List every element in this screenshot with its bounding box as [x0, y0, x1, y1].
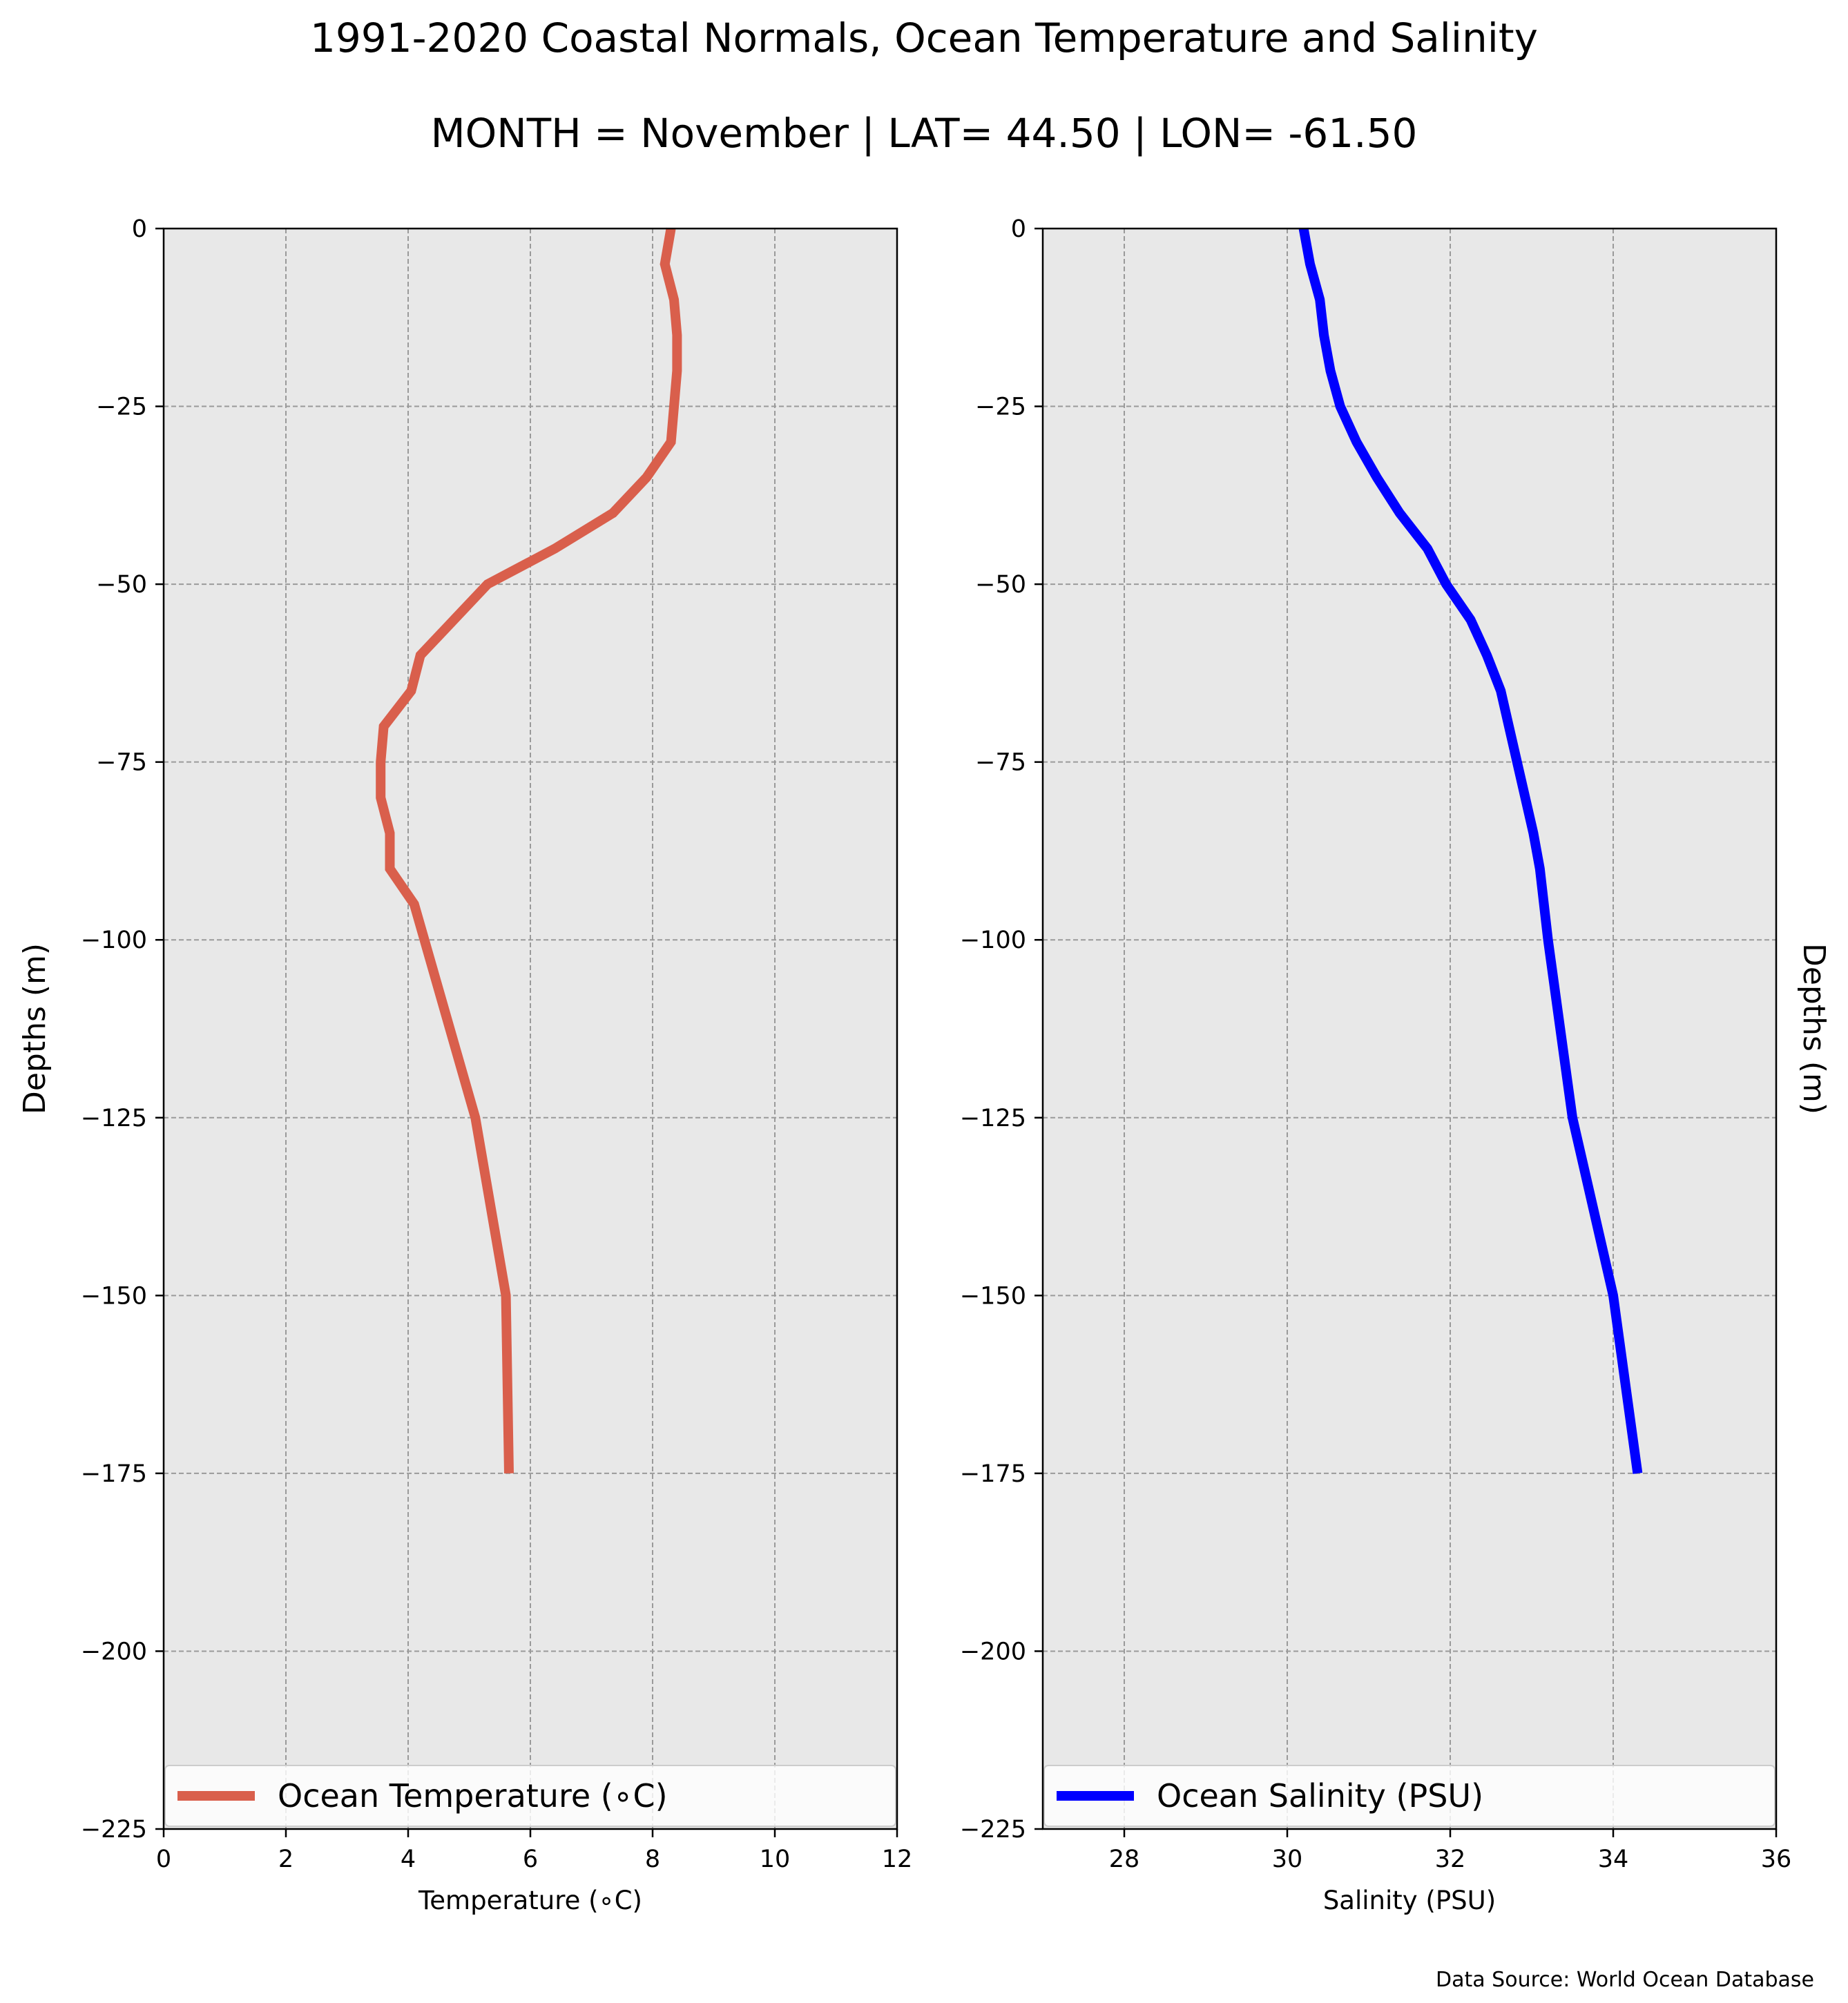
temperature-y-tick-label-7: −175: [81, 1460, 147, 1488]
temperature-y-tick-label-0: 0: [132, 215, 147, 243]
temperature-y-tick-label-3: −75: [96, 749, 147, 777]
salinity-legend-label: Ocean Salinity (PSU): [1157, 1777, 1483, 1815]
salinity-y-tick-label-6: −150: [960, 1282, 1026, 1310]
salinity-x-axis-label: Salinity (PSU): [1323, 1886, 1496, 1915]
salinity-x-tick-label-3: 34: [1598, 1846, 1629, 1873]
salinity-x-tick-label-1: 30: [1272, 1846, 1303, 1873]
salinity-plot-area: [1043, 229, 1776, 1829]
temperature-x-tick-label-4: 8: [645, 1846, 660, 1873]
salinity-y-tick-label-0: 0: [1011, 215, 1026, 243]
salinity-y-tick-label-9: −225: [960, 1816, 1026, 1844]
chart-title-line1: 1991-2020 Coastal Normals, Ocean Tempera…: [310, 14, 1538, 61]
temperature-x-tick-label-6: 12: [882, 1846, 913, 1873]
salinity-x-tick-label-0: 28: [1109, 1846, 1140, 1873]
salinity-series-line: [1298, 227, 1643, 1474]
temperature-x-tick-label-5: 10: [760, 1846, 791, 1873]
temperature-legend-label: Ocean Temperature (∘C): [278, 1777, 668, 1815]
data-source-note: Data Source: World Ocean Database: [1436, 1968, 1814, 1992]
temperature-x-tick-label-1: 2: [278, 1846, 293, 1873]
salinity-legend-box: [1043, 1765, 1775, 1827]
temperature-series-line: [376, 227, 682, 1474]
temperature-y-axis-label: Depths (m): [17, 943, 52, 1114]
temperature-y-tick-label-8: −200: [81, 1638, 147, 1665]
salinity-y-tick-label-8: −200: [960, 1638, 1026, 1665]
temperature-x-axis-label: Temperature (∘C): [418, 1886, 642, 1915]
temperature-legend: Ocean Temperature (∘C): [164, 1765, 896, 1827]
temperature-y-tick-label-2: −50: [96, 571, 147, 599]
salinity-y-axis-label: Depths (m): [1796, 943, 1831, 1114]
salinity-x-tick-label-2: 32: [1435, 1846, 1466, 1873]
chart-title-line2: MONTH = November | LAT= 44.50 | LON= -61…: [431, 110, 1418, 157]
temperature-panel: Ocean Temperature (∘C) 0 2 4 6 8 10 12 0 −25 −50 −7…: [17, 215, 912, 1915]
salinity-legend: Ocean Salinity (PSU): [1043, 1765, 1775, 1827]
temperature-x-tick-label-3: 6: [523, 1846, 538, 1873]
salinity-y-tick-label-2: −50: [975, 571, 1026, 599]
salinity-axes-frame: [1041, 227, 1778, 1830]
temperature-y-tick-label-5: −125: [81, 1105, 147, 1132]
salinity-y-tick-label-1: −25: [975, 394, 1026, 421]
salinity-y-tick-label-5: −125: [960, 1105, 1026, 1132]
temperature-y-tick-label-4: −100: [81, 927, 147, 954]
temperature-y-tick-label-6: −150: [81, 1282, 147, 1310]
salinity-y-tick-label-7: −175: [960, 1460, 1026, 1488]
temperature-y-tick-label-1: −25: [96, 394, 147, 421]
salinity-panel: Ocean Salinity (PSU) 28 30 32 34 36 0 −25 −50 −75…: [960, 215, 1831, 1915]
salinity-y-tick-label-3: −75: [975, 749, 1026, 777]
salinity-x-tick-label-4: 36: [1761, 1846, 1792, 1873]
temperature-x-tick-label-0: 0: [156, 1846, 171, 1873]
temperature-y-tick-label-9: −225: [81, 1816, 147, 1844]
temperature-x-tick-label-2: 4: [401, 1846, 416, 1873]
salinity-y-tick-label-4: −100: [960, 927, 1026, 954]
temperature-legend-box: [164, 1765, 896, 1827]
